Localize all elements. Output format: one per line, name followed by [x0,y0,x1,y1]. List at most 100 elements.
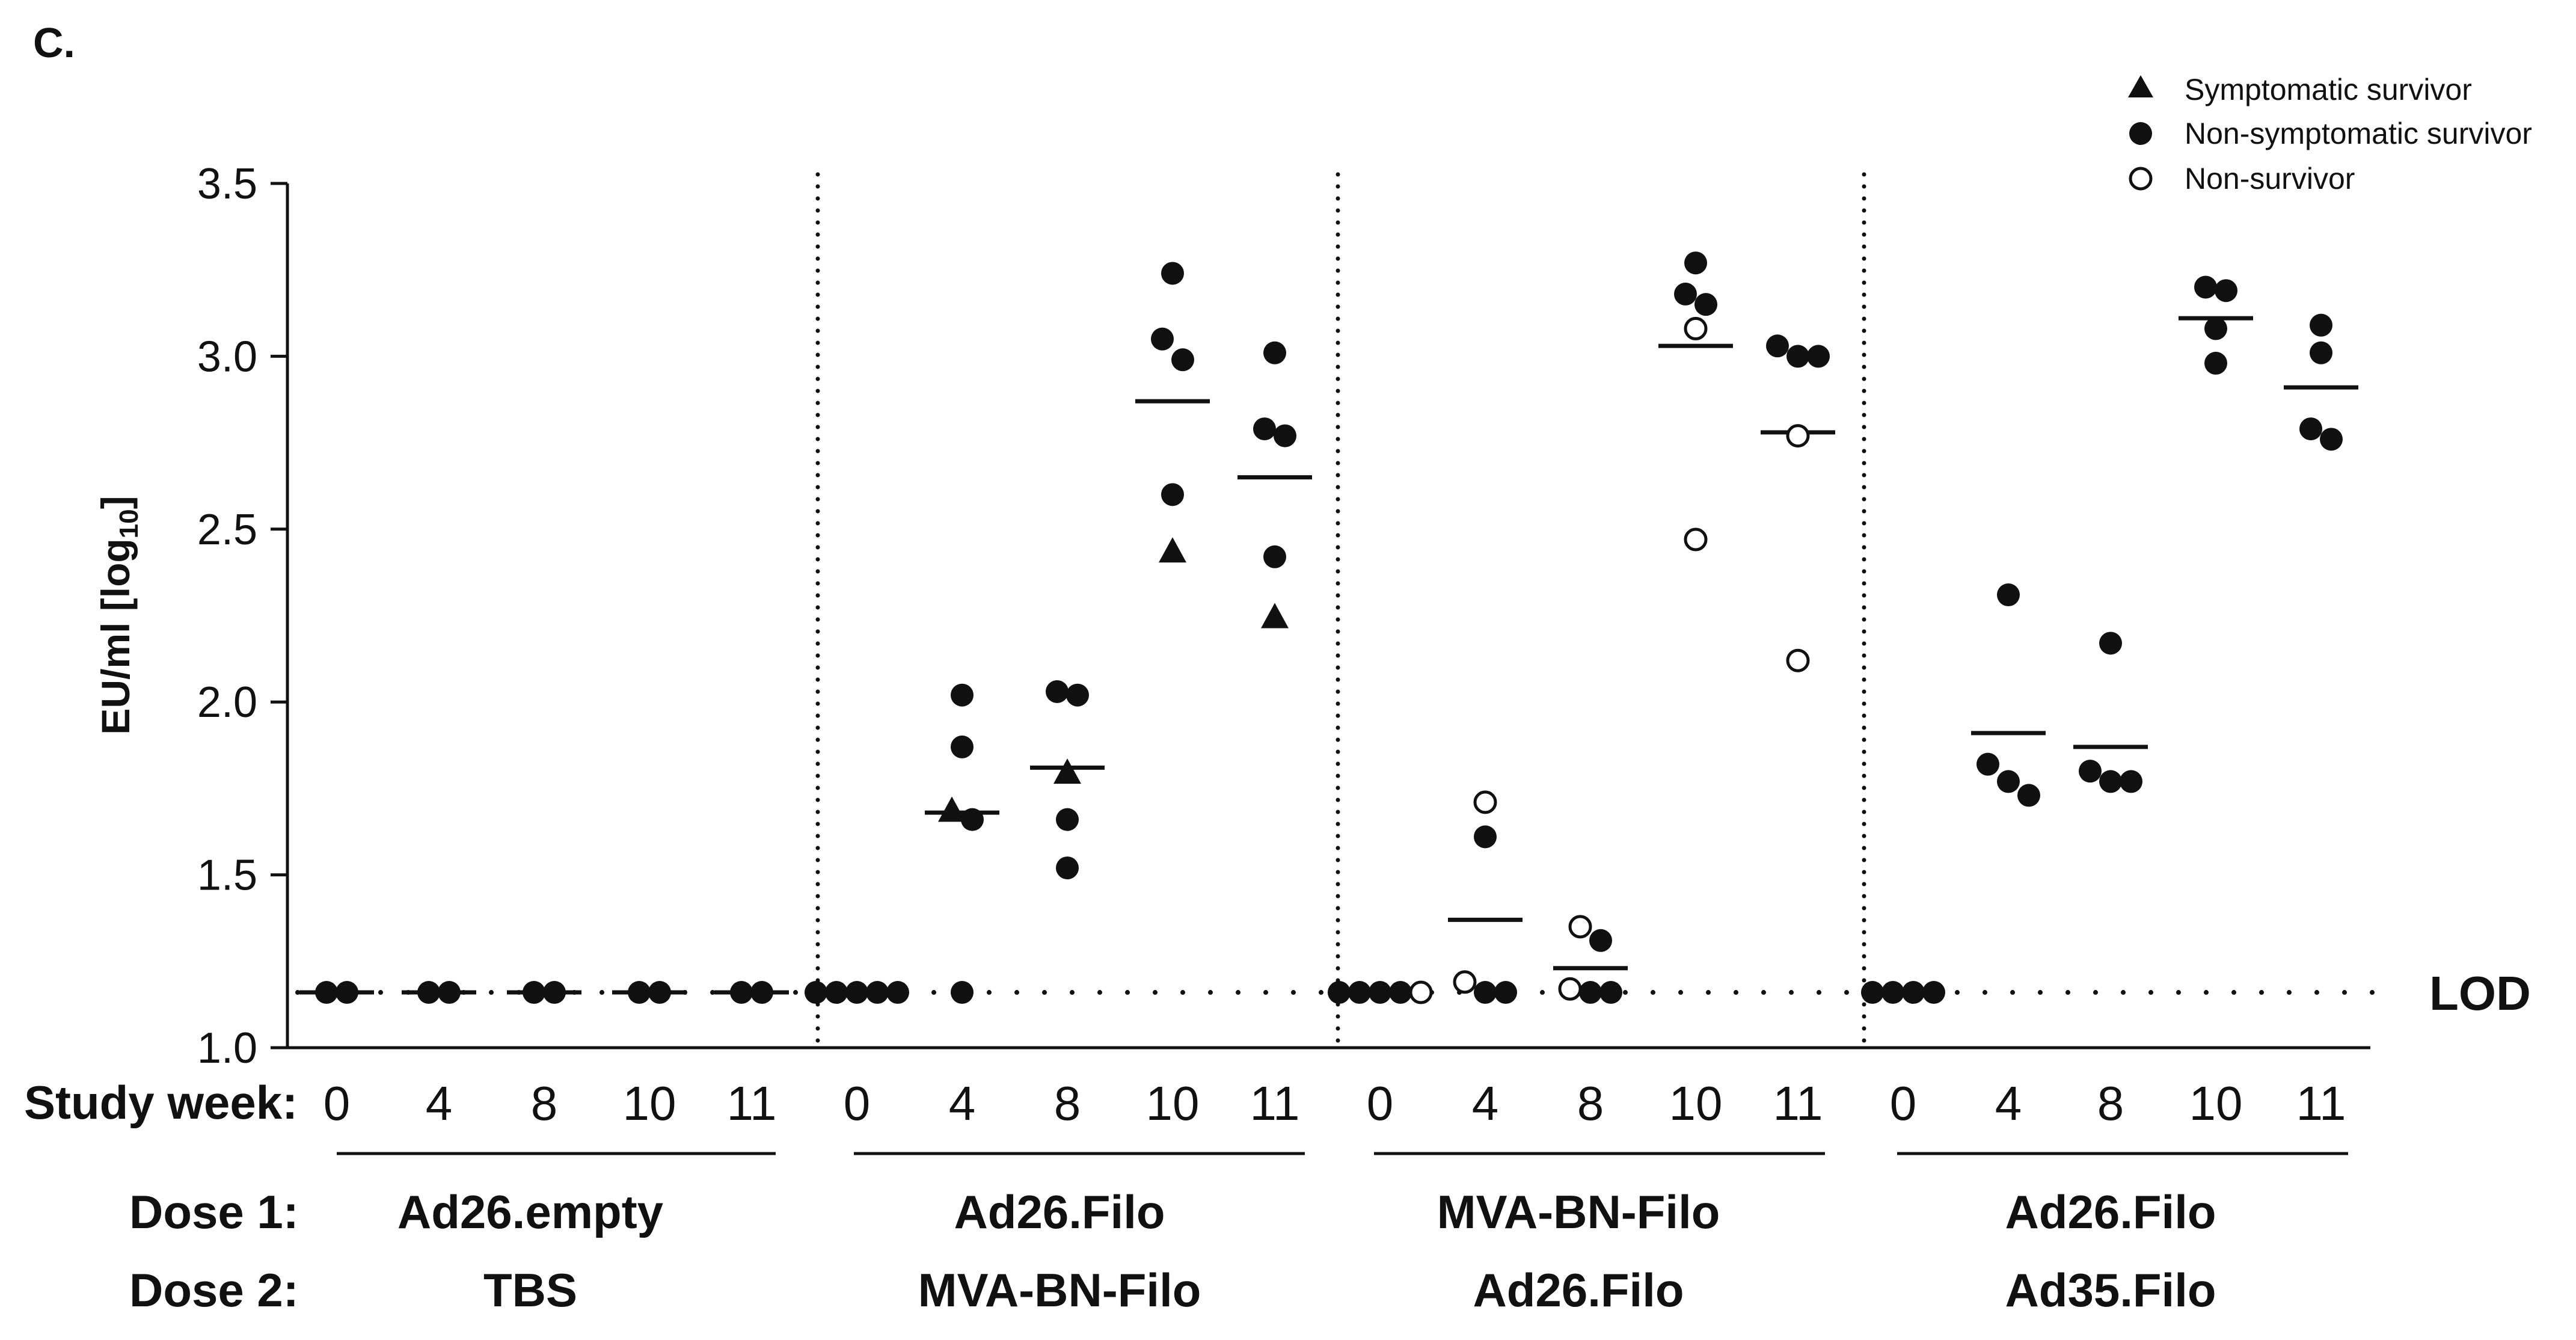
non-symptomatic-survivor-point [1684,251,1707,275]
non-symptomatic-survivor-point [951,683,974,707]
non-symptomatic-survivor-point [1976,752,1999,776]
week-tick-label: 11 [2296,1077,2346,1130]
non-symptomatic-survivor-point [951,981,974,1004]
legend-label-symptomatic-survivor: Symptomatic survivor [2185,73,2472,106]
non-survivor-point [1453,970,1477,994]
week-tick-label: 8 [531,1077,558,1130]
non-symptomatic-survivor-point [866,981,889,1004]
y-tick-label: 3.5 [197,160,257,208]
non-symptomatic-survivor-point [628,981,651,1004]
non-symptomatic-survivor-point [438,981,461,1004]
non-symptomatic-survivor-point [1474,825,1497,849]
non-survivor-point [1684,316,1708,340]
week-tick-label: 4 [1995,1077,2022,1130]
non-symptomatic-survivor-point [1997,583,2020,607]
non-symptomatic-survivor-point [2320,428,2343,451]
non-symptomatic-survivor-point [1922,981,1945,1004]
week-tick-label: 0 [324,1077,351,1130]
y-tick-label: 3.0 [197,333,257,381]
non-symptomatic-survivor-point [961,808,984,831]
non-symptomatic-survivor-point [1494,981,1517,1004]
week-tick-label: 8 [1577,1077,1604,1130]
non-symptomatic-survivor-point [1161,483,1184,506]
y-tick-label: 1.5 [197,852,257,900]
symptomatic-survivor-point [1053,758,1081,784]
week-tick-label: 4 [426,1077,453,1130]
non-symptomatic-survivor-point [1694,293,1717,316]
non-survivor-point [1786,648,1810,672]
week-tick-label: 8 [1054,1077,1081,1130]
non-symptomatic-survivor-point [1253,417,1276,441]
non-symptomatic-survivor-point [2099,770,2122,793]
non-symptomatic-survivor-point [648,981,671,1004]
week-tick-label: 11 [726,1077,776,1130]
non-survivor-point [1558,977,1582,1001]
legend-filled-circle-marker [2129,122,2152,145]
non-symptomatic-survivor-point [2099,632,2122,655]
non-symptomatic-survivor-point [1861,981,1884,1004]
non-symptomatic-survivor-point [523,981,545,1004]
non-symptomatic-survivor-point [1599,981,1622,1004]
dose1-group-label: MVA-BN-Filo [1437,1185,1720,1238]
dose2-group-label: Ad26.Filo [1473,1264,1684,1317]
axis-labels: Study week: 0 4 8 10 11 Ad26.empty TBS 0 4 8 10 11 Ad… [24,1076,2348,1317]
week-tick-label: 8 [2097,1077,2124,1130]
non-symptomatic-survivor-point [825,981,848,1004]
non-survivor-point [1473,790,1497,814]
dose1-group-label: Ad26.Filo [954,1185,1165,1238]
study-week-label: Study week: [24,1076,298,1129]
symptomatic-survivor-point [938,796,966,822]
week-tick-label: 11 [1250,1077,1299,1130]
axes: 1.0 1.5 2.0 2.5 3.0 3.5 EU/ml [log10] [93,160,2370,1072]
lod-label: LOD [2429,967,2531,1020]
non-symptomatic-survivor-point [1579,981,1602,1004]
dose2-group-label: TBS [483,1264,577,1317]
non-survivor-point [1786,424,1810,448]
non-symptomatic-survivor-point [2079,760,2102,783]
non-symptomatic-survivor-point [2215,279,2237,303]
legend-open-circle-marker [2129,167,2153,191]
non-symptomatic-survivor-point [2310,313,2332,337]
week-tick-label: 10 [1669,1077,1723,1130]
dose2-group-label: MVA-BN-Filo [918,1264,1201,1317]
non-symptomatic-survivor-point [1161,262,1184,285]
y-tick-label: 1.0 [197,1024,257,1072]
dose1-row-label: Dose 1: [129,1185,299,1238]
non-symptomatic-survivor-point [750,981,773,1004]
non-symptomatic-survivor-point [1369,981,1391,1004]
non-symptomatic-survivor-point [886,981,909,1004]
non-symptomatic-survivor-point [2017,784,2040,807]
non-symptomatic-survivor-point [1474,981,1497,1004]
y-axis-label: EU/ml [log10] [93,496,144,734]
data-marks [299,251,2358,1004]
week-tick-label: 10 [1146,1077,1200,1130]
non-symptomatic-survivor-point [845,981,868,1004]
dose1-group-label: Ad26.empty [397,1185,663,1238]
week-tick-label: 0 [1890,1077,1917,1130]
non-symptomatic-survivor-point [1056,808,1079,831]
reference-lines: LOD [295,172,2531,1050]
non-symptomatic-survivor-point [1056,856,1079,880]
non-symptomatic-survivor-point [1881,981,1904,1004]
non-symptomatic-survivor-point [1389,981,1412,1004]
legend: Symptomatic survivor Non-symptomatic sur… [2128,73,2532,195]
dose2-group-label: Ad35.Filo [2005,1264,2216,1317]
non-symptomatic-survivor-point [1171,348,1194,372]
non-symptomatic-survivor-point [417,981,440,1004]
legend-triangle-marker [2128,75,2153,97]
week-tick-label: 10 [2189,1077,2243,1130]
non-symptomatic-survivor-point [2299,417,2322,441]
non-symptomatic-survivor-point [2120,770,2142,793]
non-symptomatic-survivor-point [1786,345,1809,368]
non-symptomatic-survivor-point [2310,341,2332,364]
non-symptomatic-survivor-point [1046,680,1069,703]
non-symptomatic-survivor-point [1674,282,1697,306]
non-symptomatic-survivor-point [1263,341,1286,364]
non-survivor-point [1568,915,1592,939]
non-symptomatic-survivor-point [543,981,566,1004]
symptomatic-survivor-point [1159,537,1186,563]
non-symptomatic-survivor-point [315,981,338,1004]
non-symptomatic-survivor-point [2194,275,2217,299]
panel-letter: C. [33,19,75,66]
